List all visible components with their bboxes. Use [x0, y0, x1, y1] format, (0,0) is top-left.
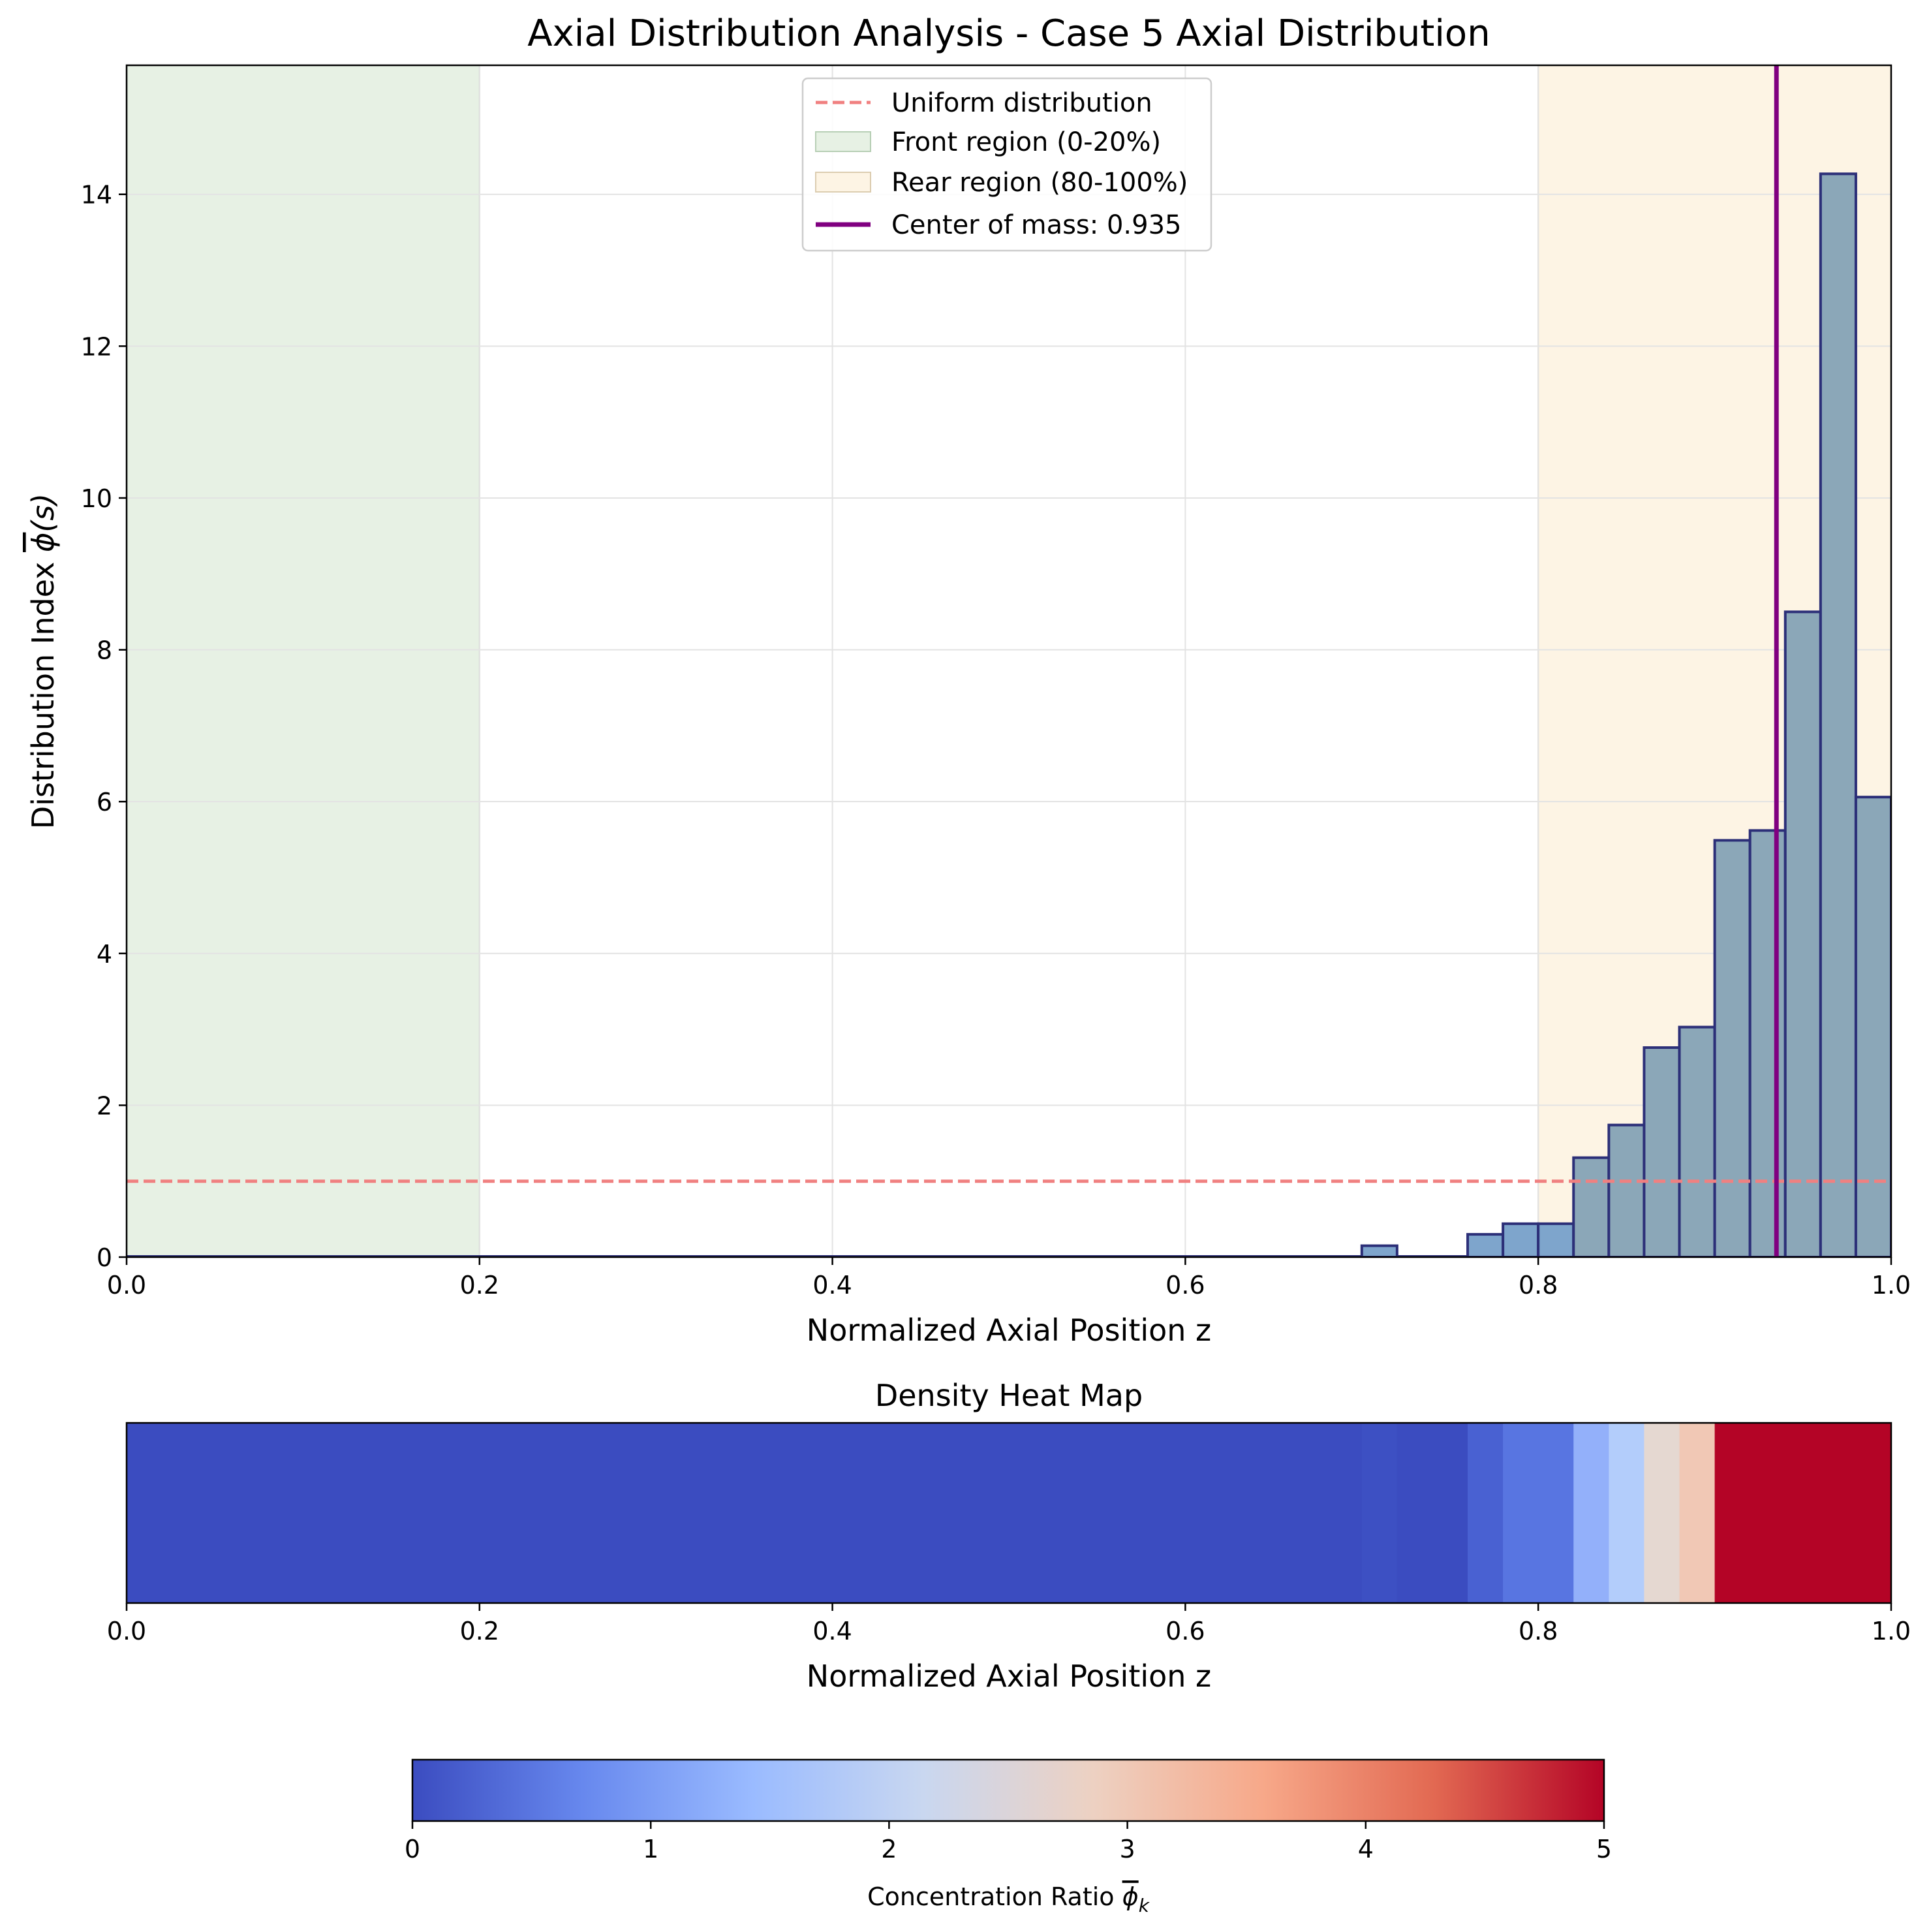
main-x-axis-label: Normalized Axial Position z — [807, 1313, 1211, 1348]
heatmap-x-tick-label: 0.0 — [107, 1617, 146, 1645]
main-histogram-axes: 0.0 0.2 0.4 0.6 0.8 1.0 0 2 4 6 8 10 12 14 — [81, 64, 1911, 1300]
y-tick-label: 2 — [97, 1091, 112, 1120]
colorbar-tick-label: 5 — [1596, 1835, 1612, 1863]
y-label-prefix: Distribution Index — [25, 552, 61, 829]
front-region-shade — [126, 65, 480, 1258]
histogram-bar — [1854, 796, 1891, 1257]
heatmap-cell — [1644, 1423, 1680, 1603]
colorbar-tick-label: 1 — [643, 1835, 658, 1863]
colorbar-tick-label: 3 — [1120, 1835, 1135, 1863]
legend-label-front: Front region (0-20%) — [891, 127, 1161, 157]
colorbar-ticks: 0 1 2 3 4 5 — [405, 1821, 1612, 1863]
legend-swatch-front — [815, 131, 871, 152]
histogram-bar — [1607, 1123, 1646, 1257]
heatmap-x-axis-label: Normalized Axial Position z — [807, 1659, 1211, 1694]
main-x-ticks: 0.0 0.2 0.4 0.6 0.8 1.0 — [107, 1257, 1911, 1300]
heatmap-frame — [125, 1422, 1892, 1604]
colorbar-tick-label: 2 — [881, 1835, 897, 1863]
histogram-bar — [1748, 829, 1787, 1257]
histogram-bar — [1783, 610, 1822, 1257]
heatmap-cell — [1397, 1423, 1468, 1603]
legend-label-rear: Rear region (80-100%) — [891, 168, 1188, 198]
y-tick-label: 12 — [81, 332, 112, 361]
histogram-bar — [1360, 1244, 1398, 1257]
histogram-bar — [1537, 1222, 1575, 1257]
colorbar-label-symbol: ϕ — [1122, 1882, 1139, 1911]
y-tick-label: 0 — [97, 1243, 112, 1272]
histogram-bar — [1572, 1156, 1611, 1257]
legend-swatch-rear — [815, 172, 871, 193]
heatmap-cell — [127, 1423, 1363, 1603]
colorbar-label-sub: k — [1139, 1895, 1150, 1916]
heatmap-x-tick-label: 0.6 — [1165, 1617, 1205, 1645]
histogram-bar — [1466, 1233, 1505, 1257]
heatmap-title: Density Heat Map — [875, 1378, 1143, 1413]
colorbar-tick-label: 4 — [1358, 1835, 1374, 1863]
y-tick-label: 10 — [81, 484, 112, 513]
y-label-symbol: ϕ — [25, 533, 61, 552]
colorbar-tick-label: 0 — [405, 1835, 420, 1863]
x-tick-label: 0.8 — [1519, 1271, 1558, 1300]
heatmap-cell — [1609, 1423, 1644, 1603]
x-tick-label: 0.6 — [1165, 1271, 1205, 1300]
legend: Uniform distribution Front region (0-20%… — [801, 77, 1212, 252]
y-tick-label: 14 — [81, 181, 112, 210]
heatmap-cell — [1503, 1423, 1574, 1603]
heatmap-cell — [1573, 1423, 1609, 1603]
x-tick-label: 0.2 — [460, 1271, 499, 1300]
main-y-ticks: 0 2 4 6 8 10 12 14 — [81, 181, 127, 1272]
histogram-bar — [1643, 1046, 1681, 1257]
y-tick-label: 4 — [97, 940, 112, 969]
colorbar — [411, 1758, 1605, 1822]
heatmap-x-tick-label: 1.0 — [1872, 1617, 1911, 1645]
colorbar-label: Concentration Ratio ϕk — [867, 1882, 1150, 1916]
main-y-axis-label: Distribution Index ϕ(s) — [25, 493, 61, 829]
histogram-bar — [1819, 172, 1857, 1257]
main-title: Axial Distribution Analysis - Case 5 Axi… — [527, 12, 1490, 55]
colorbar-label-prefix: Concentration Ratio — [867, 1882, 1122, 1911]
heatmap-cell — [1679, 1423, 1716, 1603]
y-tick-label: 6 — [97, 788, 112, 817]
main-plot-frame — [125, 64, 1892, 1258]
histogram-bar — [1713, 839, 1752, 1257]
heatmap-cell — [1468, 1423, 1504, 1603]
heatmap-x-tick-label: 0.2 — [460, 1617, 499, 1645]
y-tick-label: 8 — [97, 636, 112, 665]
histogram-bar — [1678, 1025, 1716, 1257]
reference-lines — [127, 65, 1891, 1257]
legend-label-center: Center of mass: 0.935 — [891, 210, 1181, 240]
heatmap-x-tick-label: 0.8 — [1519, 1617, 1558, 1645]
legend-box — [801, 77, 1212, 252]
x-tick-label: 0.0 — [107, 1271, 146, 1300]
histogram-bar — [1502, 1222, 1540, 1257]
x-tick-label: 0.4 — [812, 1271, 852, 1300]
legend-label-uniform: Uniform distribution — [891, 88, 1152, 118]
heatmap-cell — [1361, 1423, 1398, 1603]
x-tick-label: 1.0 — [1872, 1271, 1911, 1300]
heatmap-x-ticks: 0.0 0.2 0.4 0.6 0.8 1.0 — [107, 1603, 1911, 1645]
y-label-suffix: (s) — [25, 493, 61, 533]
heatmap-cells — [127, 1423, 1892, 1603]
heatmap-x-tick-label: 0.4 — [812, 1617, 852, 1645]
heatmap-cell — [1714, 1423, 1892, 1603]
